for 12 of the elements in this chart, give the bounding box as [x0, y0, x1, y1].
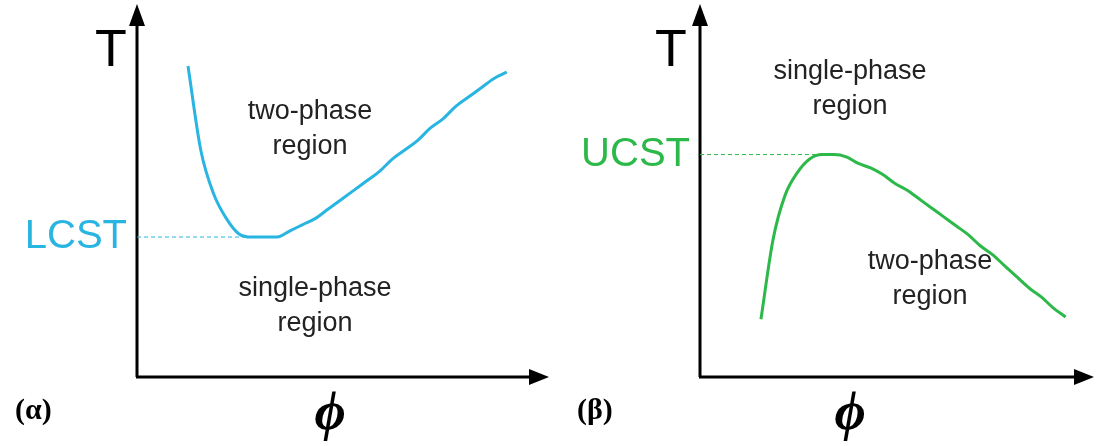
x-axis-title: ϕ: [834, 380, 866, 442]
y-axis-title: T: [95, 18, 127, 78]
annotation: two-phase region: [866, 244, 994, 312]
text: (α): [15, 392, 52, 426]
x-axis-title: ϕ: [314, 380, 346, 442]
annotation: single-phase region: [237, 271, 393, 339]
ref-line-label: UCST: [581, 129, 690, 174]
annotation: two-phase region: [246, 94, 374, 162]
ref-line-label: LCST: [24, 212, 127, 257]
y-axis-title: T: [655, 18, 687, 78]
text: single-phase region: [772, 54, 928, 122]
text: (β): [577, 392, 613, 426]
